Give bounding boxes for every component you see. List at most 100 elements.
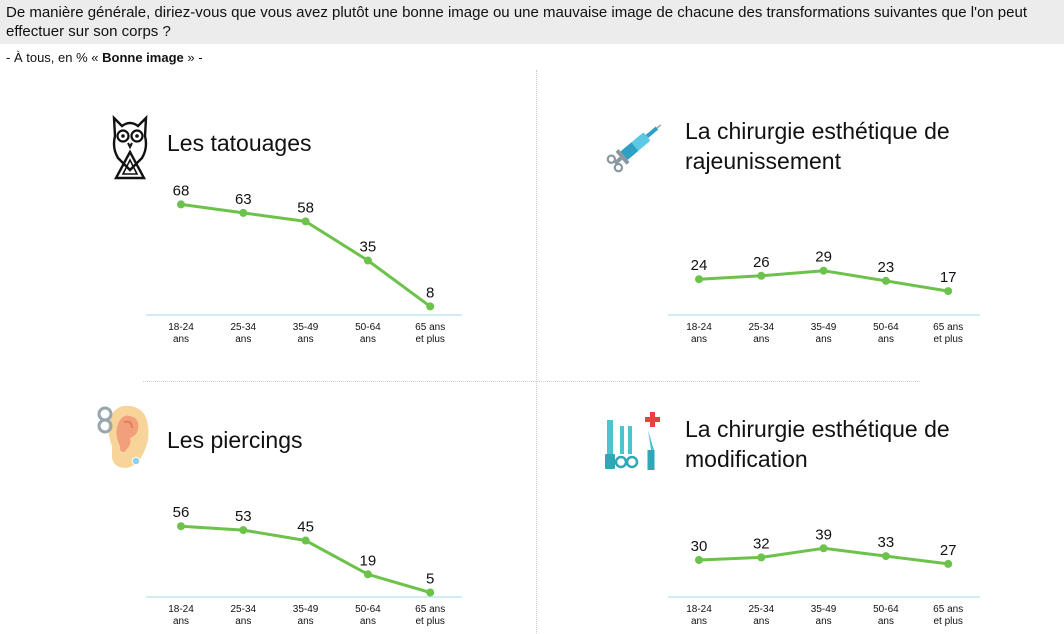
x-tick-label: ans <box>816 334 832 345</box>
data-point <box>819 266 828 275</box>
line-chart-3: 5618-24ans5325-34ans4535-49ans1950-64ans… <box>146 504 462 627</box>
data-label: 63 <box>235 191 252 208</box>
x-tick-label: 18-24 <box>686 604 712 615</box>
data-label: 5 <box>426 571 434 588</box>
data-label: 8 <box>426 284 434 301</box>
data-label: 39 <box>815 526 832 543</box>
x-tick-label: 18-24 <box>168 604 194 615</box>
x-tick-label: et plus <box>933 616 962 627</box>
x-tick-label: et plus <box>415 616 444 627</box>
panel-title-line2: modification <box>685 446 808 472</box>
data-point <box>695 275 703 284</box>
x-tick-label: ans <box>691 616 707 627</box>
data-label: 29 <box>815 249 832 266</box>
data-point <box>819 544 828 553</box>
subtitle-prefix: - À tous, en % « <box>6 50 103 65</box>
x-tick-label: ans <box>298 334 314 345</box>
data-label: 35 <box>360 239 377 256</box>
data-point <box>695 556 703 564</box>
data-label: 32 <box>753 535 770 552</box>
pierced-ear-icon <box>96 400 154 472</box>
x-tick-label: 50-64 <box>355 322 381 333</box>
data-label: 68 <box>173 182 190 199</box>
question-header: De manière générale, diriez-vous que vou… <box>0 0 1064 44</box>
data-point <box>363 570 372 579</box>
line-chart-4: 3018-24ans3225-34ans3935-49ans3350-64ans… <box>668 526 980 627</box>
data-label: 58 <box>297 199 314 216</box>
panel-title-piercings: Les piercings <box>167 427 303 453</box>
x-tick-label: 65 ans <box>415 604 445 615</box>
x-tick-label: 50-64 <box>355 604 381 615</box>
x-tick-label: ans <box>878 334 894 345</box>
x-tick-label: 18-24 <box>686 322 712 333</box>
panel-title-modification: La chirurgie esthétique de modification <box>685 414 950 474</box>
x-tick-label: ans <box>360 616 376 627</box>
data-point <box>944 559 953 568</box>
subtitle: - À tous, en % « Bonne image » - <box>6 50 203 65</box>
data-point <box>363 256 372 265</box>
x-tick-label: 25-34 <box>231 322 257 333</box>
question-text: De manière générale, diriez-vous que vou… <box>6 4 1027 40</box>
x-tick-label: 50-64 <box>873 322 899 333</box>
x-tick-label: ans <box>691 334 707 345</box>
data-label: 45 <box>297 519 314 536</box>
subtitle-bold: Bonne image <box>102 50 184 65</box>
data-label: 27 <box>940 542 957 559</box>
subtitle-suffix: » - <box>183 50 203 65</box>
x-tick-label: et plus <box>415 334 444 345</box>
x-tick-label: ans <box>878 616 894 627</box>
surgical-tools-icon <box>604 410 666 472</box>
data-point <box>301 536 310 545</box>
x-tick-label: 65 ans <box>933 604 963 615</box>
data-label: 53 <box>235 508 252 525</box>
data-point <box>757 553 766 562</box>
x-tick-label: 25-34 <box>231 604 257 615</box>
data-point <box>239 526 248 535</box>
owl-tattoo-icon <box>108 112 152 184</box>
data-point <box>177 522 185 531</box>
syringe-icon <box>606 116 666 174</box>
x-tick-label: ans <box>360 334 376 345</box>
data-point <box>177 200 185 209</box>
data-point <box>301 217 310 226</box>
data-point <box>426 302 435 311</box>
x-tick-label: 35-49 <box>811 604 837 615</box>
panel-title-line2: rajeunissement <box>685 148 841 174</box>
data-label: 19 <box>360 552 377 569</box>
data-point <box>426 588 435 597</box>
x-tick-label: 65 ans <box>415 322 445 333</box>
data-label: 26 <box>753 254 770 271</box>
data-point <box>944 287 953 296</box>
vertical-divider <box>536 70 537 634</box>
data-point <box>757 271 766 280</box>
x-tick-label: 18-24 <box>168 322 194 333</box>
data-label: 17 <box>940 269 957 286</box>
x-tick-label: 25-34 <box>749 604 775 615</box>
data-label: 33 <box>878 534 895 551</box>
data-label: 23 <box>878 259 895 276</box>
x-tick-label: 25-34 <box>749 322 775 333</box>
line-chart-1: 6818-24ans6325-34ans5835-49ans3550-64ans… <box>146 182 462 345</box>
series-line <box>180 524 431 594</box>
x-tick-label: ans <box>235 616 251 627</box>
x-tick-label: 35-49 <box>293 322 319 333</box>
x-tick-label: 50-64 <box>873 604 899 615</box>
x-tick-label: ans <box>173 334 189 345</box>
x-tick-label: 65 ans <box>933 322 963 333</box>
data-point <box>881 552 890 561</box>
panel-title-line1: La chirurgie esthétique de <box>685 416 950 442</box>
x-tick-label: ans <box>753 334 769 345</box>
panel-title-rajeunissement: La chirurgie esthétique de rajeunissemen… <box>685 116 950 176</box>
panel-title-line1: La chirurgie esthétique de <box>685 118 950 144</box>
x-tick-label: 35-49 <box>293 604 319 615</box>
x-tick-label: 35-49 <box>811 322 837 333</box>
x-tick-label: ans <box>173 616 189 627</box>
x-tick-label: et plus <box>933 334 962 345</box>
x-tick-label: ans <box>753 616 769 627</box>
data-label: 56 <box>173 504 190 521</box>
horizontal-divider <box>143 381 920 382</box>
data-point <box>881 276 890 285</box>
line-chart-2: 2418-24ans2625-34ans2935-49ans2350-64ans… <box>668 249 980 345</box>
x-tick-label: ans <box>298 616 314 627</box>
